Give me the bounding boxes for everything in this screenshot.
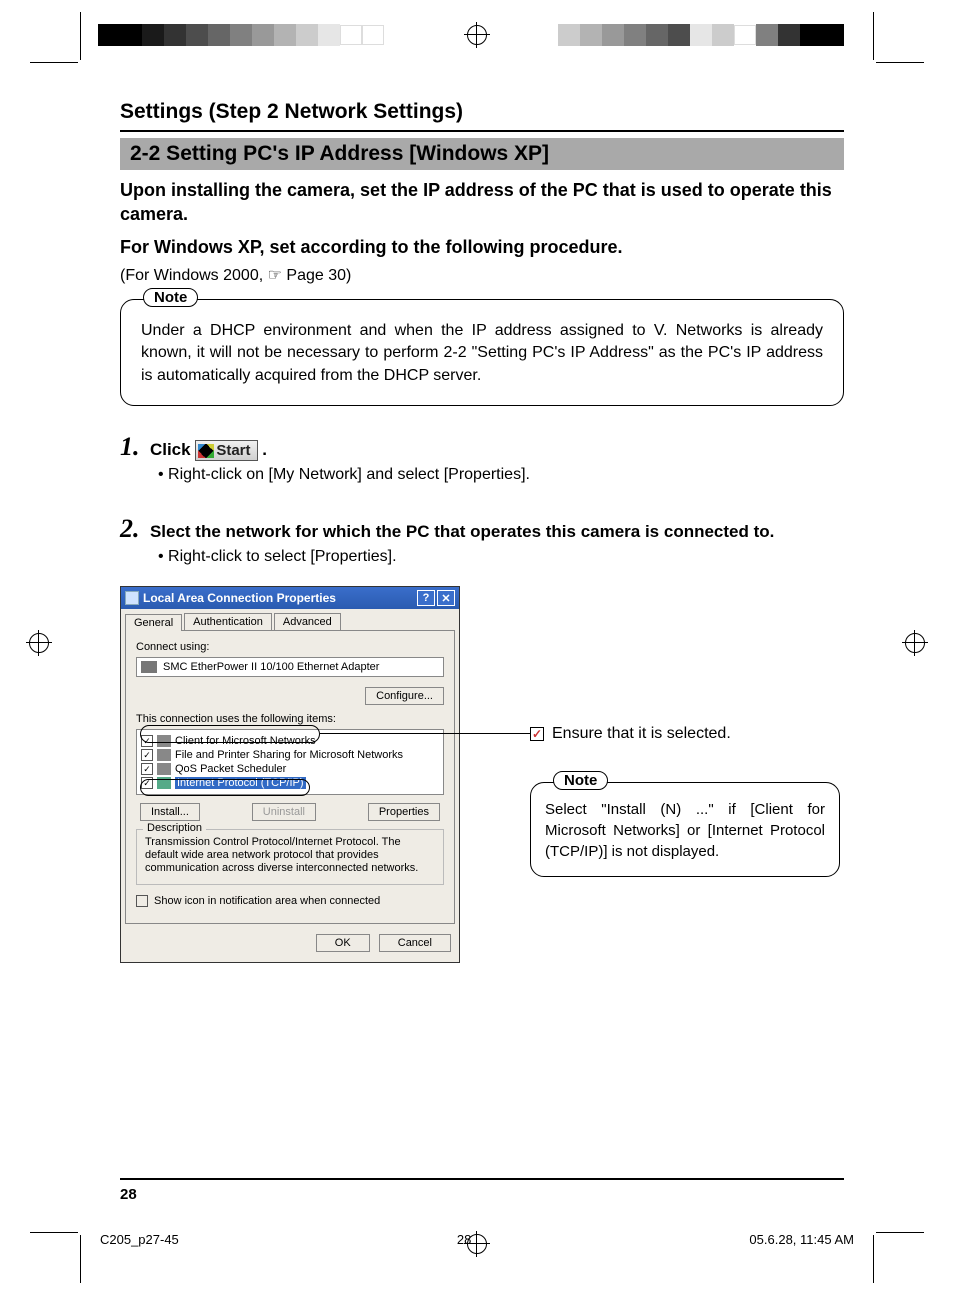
tab-advanced[interactable]: Advanced xyxy=(274,613,341,630)
slug-center: 28 xyxy=(457,1232,471,1247)
ensure-annotation: ✓ Ensure that it is selected. xyxy=(530,725,731,743)
item-label: File and Printer Sharing for Microsoft N… xyxy=(175,749,403,761)
checkbox-icon[interactable] xyxy=(141,735,153,747)
step-1-number: 1. xyxy=(120,432,140,461)
description-title: Description xyxy=(143,822,206,834)
tab-authentication[interactable]: Authentication xyxy=(184,613,272,630)
note-text: Under a DHCP environment and when the IP… xyxy=(141,320,823,387)
leader-line xyxy=(320,733,530,734)
step-1-bullet: • Right-click on [My Network] and select… xyxy=(158,466,844,484)
item-label: Client for Microsoft Networks xyxy=(175,735,316,747)
dialog-titlebar: Local Area Connection Properties ? ✕ xyxy=(121,587,459,609)
step-2-text: Slect the network for which the PC that … xyxy=(150,522,774,541)
properties-dialog: Local Area Connection Properties ? ✕ Gen… xyxy=(120,586,460,963)
checkbox-icon[interactable] xyxy=(141,763,153,775)
tab-general[interactable]: General xyxy=(125,614,182,631)
connect-using-label: Connect using: xyxy=(136,641,444,653)
intro-paragraph-1: Upon installing the camera, set the IP a… xyxy=(120,178,844,227)
chapter-title: Settings (Step 2 Network Settings) xyxy=(120,100,844,132)
note-label: Note xyxy=(553,771,608,790)
checkbox-icon[interactable] xyxy=(136,895,148,907)
properties-button[interactable]: Properties xyxy=(368,803,440,821)
dialog-body: Connect using: SMC EtherPower II 10/100 … xyxy=(125,630,455,924)
dialog-tabs: General Authentication Advanced xyxy=(121,609,459,630)
windows-flag-icon xyxy=(198,444,214,458)
dialog-icon xyxy=(125,591,139,605)
section-title: 2-2 Setting PC's IP Address [Windows XP] xyxy=(120,138,844,170)
show-icon-label: Show icon in notification area when conn… xyxy=(154,895,380,907)
note-text: Select "Install (N) ..." if [Client for … xyxy=(545,799,825,862)
checkbox-icon[interactable] xyxy=(141,777,153,789)
list-item[interactable]: Client for Microsoft Networks xyxy=(141,734,439,748)
ok-button[interactable]: OK xyxy=(316,934,370,952)
checkbox-icon: ✓ xyxy=(530,727,544,741)
list-item[interactable]: File and Printer Sharing for Microsoft N… xyxy=(141,748,439,762)
cancel-button[interactable]: Cancel xyxy=(379,934,451,952)
note-box-right: Note Select "Install (N) ..." if [Client… xyxy=(530,782,840,877)
registration-mark xyxy=(902,630,928,656)
component-icon xyxy=(157,749,171,761)
close-button[interactable]: ✕ xyxy=(437,590,455,606)
step-1-text-after: . xyxy=(262,440,267,459)
dialog-footer: OK Cancel xyxy=(121,928,459,962)
page-footer: 28 xyxy=(120,1178,844,1203)
configure-button[interactable]: Configure... xyxy=(365,687,444,705)
list-item[interactable]: QoS Packet Scheduler xyxy=(141,762,439,776)
description-group: Description Transmission Control Protoco… xyxy=(136,829,444,885)
item-label: QoS Packet Scheduler xyxy=(175,763,286,775)
items-label: This connection uses the following items… xyxy=(136,713,444,725)
slug-right: 05.6.28, 11:45 AM xyxy=(749,1232,854,1247)
dialog-title: Local Area Connection Properties xyxy=(143,591,415,605)
step-1: 1. Click Start . • Right-click on [My Ne… xyxy=(120,432,844,484)
component-icon xyxy=(157,763,171,775)
step-2-number: 2. xyxy=(120,514,140,543)
list-item[interactable]: Internet Protocol (TCP/IP) xyxy=(141,776,439,790)
slug-left: C205_p27-45 xyxy=(100,1232,179,1247)
adapter-name: SMC EtherPower II 10/100 Ethernet Adapte… xyxy=(163,661,379,673)
intro-sub: (For Windows 2000, ☞ Page 30) xyxy=(120,265,844,285)
step-2-bullet: • Right-click to select [Properties]. xyxy=(158,548,844,566)
nic-icon xyxy=(141,661,157,673)
component-icon xyxy=(157,777,171,789)
uninstall-button[interactable]: Uninstall xyxy=(252,803,316,821)
intro-paragraph-2: For Windows XP, set according to the fol… xyxy=(120,235,844,259)
description-text: Transmission Control Protocol/Internet P… xyxy=(145,836,435,876)
component-icon xyxy=(157,735,171,747)
step-2: 2. Slect the network for which the PC th… xyxy=(120,514,844,566)
slugline: C205_p27-45 28 05.6.28, 11:45 AM xyxy=(100,1232,854,1247)
adapter-field: SMC EtherPower II 10/100 Ethernet Adapte… xyxy=(136,657,444,677)
start-button-graphic: Start xyxy=(195,440,257,461)
note-label: Note xyxy=(143,288,198,307)
checkbox-icon[interactable] xyxy=(141,749,153,761)
registration-mark xyxy=(26,630,52,656)
items-listbox[interactable]: Client for Microsoft Networks File and P… xyxy=(136,729,444,795)
note-box-top: Note Under a DHCP environment and when t… xyxy=(120,299,844,406)
start-label: Start xyxy=(216,442,250,459)
item-label-selected: Internet Protocol (TCP/IP) xyxy=(175,777,306,789)
step-1-text-before: Click xyxy=(150,440,195,459)
install-button[interactable]: Install... xyxy=(140,803,200,821)
ensure-text: Ensure that it is selected. xyxy=(552,725,731,743)
registration-mark xyxy=(464,22,490,48)
help-button[interactable]: ? xyxy=(417,590,435,606)
page-number: 28 xyxy=(120,1186,137,1203)
show-icon-row[interactable]: Show icon in notification area when conn… xyxy=(136,895,444,907)
